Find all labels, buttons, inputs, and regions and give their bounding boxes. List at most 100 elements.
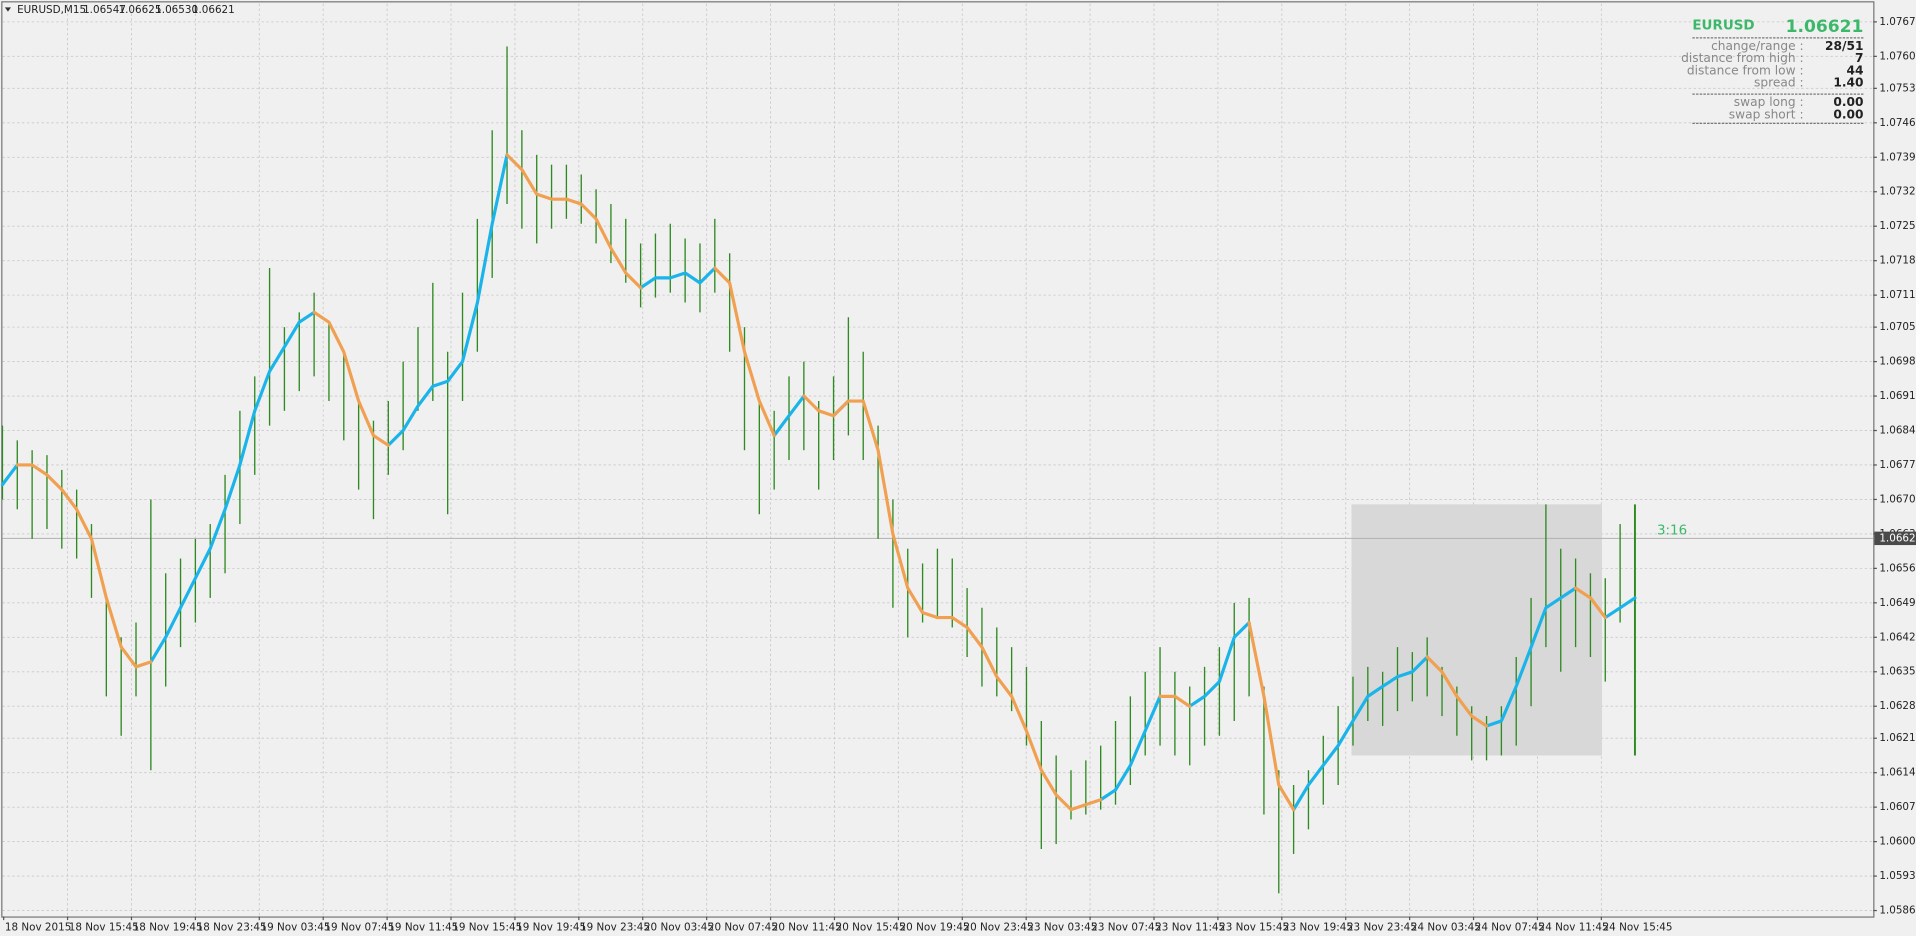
x-tick-label: 18 Nov 15:45	[69, 921, 139, 933]
moving-average	[1603, 596, 1637, 620]
moving-average	[1188, 620, 1251, 708]
y-tick-label: 1.07600	[1879, 50, 1916, 62]
x-tick-label: 20 Nov 07:45	[708, 921, 778, 933]
x-tick-label: 19 Nov 19:45	[516, 921, 586, 933]
moving-average	[0, 463, 19, 487]
y-tick-label: 1.07395	[1879, 151, 1916, 163]
info-label: distance from high :	[1681, 51, 1803, 65]
info-symbol: EURUSD	[1692, 19, 1754, 34]
y-tick-label: 1.05865	[1879, 905, 1916, 917]
moving-average	[713, 266, 776, 438]
y-tick-label: 1.06075	[1879, 801, 1916, 813]
info-label: spread :	[1754, 76, 1804, 90]
x-tick-label: 19 Nov 15:45	[452, 921, 522, 933]
y-tick-label: 1.06005	[1879, 836, 1916, 848]
x-tick-label: 18 Nov 2015	[5, 921, 71, 933]
y-tick-label: 1.06145	[1879, 767, 1916, 779]
info-value: 28/51	[1825, 39, 1863, 53]
moving-average	[1247, 620, 1296, 812]
x-tick-label: 19 Nov 23:45	[580, 921, 650, 933]
y-tick-label: 1.06770	[1879, 459, 1916, 471]
y-tick-label: 1.07115	[1879, 289, 1916, 301]
y-tick-label: 1.06840	[1879, 425, 1916, 437]
info-label: swap short :	[1729, 107, 1804, 121]
info-value: 7	[1855, 51, 1864, 65]
moving-average	[149, 310, 316, 664]
y-tick-label: 1.07255	[1879, 220, 1916, 232]
x-tick-label: 23 Nov 19:45	[1283, 921, 1353, 933]
y-tick-label: 1.07050	[1879, 321, 1916, 333]
moving-average	[639, 266, 717, 290]
header-low: 1.06530	[155, 4, 198, 16]
x-tick-label: 20 Nov 23:45	[963, 921, 1033, 933]
moving-average	[1484, 586, 1578, 728]
moving-average	[1099, 694, 1162, 802]
info-price: 1.06621	[1786, 17, 1864, 37]
x-tick-label: 20 Nov 15:45	[836, 921, 906, 933]
moving-average	[1573, 586, 1607, 620]
header-close: 1.06621	[192, 4, 235, 16]
current-price-label: 1.06621	[1879, 532, 1916, 544]
y-tick-label: 1.06280	[1879, 700, 1916, 712]
x-tick-label: 24 Nov 07:45	[1475, 921, 1545, 933]
moving-average	[1158, 694, 1192, 708]
header-high: 1.06625	[119, 4, 162, 16]
grid-layer	[2, 3, 1874, 917]
axis-layer: 1.07670 1.07600 1.07535 1.07465 1.07395 1.073…	[3, 16, 1916, 933]
y-tick-label: 1.07670	[1879, 16, 1916, 28]
moving-average	[312, 310, 390, 447]
info-panel: EURUSD 1.06621 change/range : 28/51 distan…	[1681, 17, 1864, 125]
y-tick-label: 1.07465	[1879, 117, 1916, 129]
header: EURUSD,M15 1.06547 1.06625 1.06530 1.066…	[4, 4, 235, 16]
y-tick-label: 1.07535	[1879, 82, 1916, 94]
y-tick-label: 1.06980	[1879, 356, 1916, 368]
y-tick-label: 1.06700	[1879, 493, 1916, 505]
x-tick-label: 23 Nov 03:45	[1027, 921, 1097, 933]
moving-average	[802, 394, 1103, 812]
y-tick-label: 1.07185	[1879, 255, 1916, 267]
info-value: 0.00	[1833, 95, 1863, 109]
x-tick-label: 23 Nov 23:45	[1347, 921, 1417, 933]
x-tick-label: 20 Nov 19:45	[900, 921, 970, 933]
x-tick-label: 18 Nov 19:45	[133, 921, 203, 933]
y-tick-label: 1.05935	[1879, 870, 1916, 882]
x-tick-label: 24 Nov 11:45	[1539, 921, 1609, 933]
moving-average	[505, 153, 643, 290]
info-value: 1.40	[1833, 76, 1863, 90]
moving-average	[386, 153, 509, 447]
info-label: swap long :	[1734, 95, 1804, 109]
y-tick-label: 1.06490	[1879, 597, 1916, 609]
info-value: 0.00	[1833, 107, 1863, 121]
moving-average	[772, 394, 806, 438]
x-tick-label: 20 Nov 11:45	[772, 921, 842, 933]
x-tick-label: 24 Nov 03:45	[1411, 921, 1481, 933]
y-tick-label: 1.07325	[1879, 186, 1916, 198]
x-tick-label: 23 Nov 07:45	[1091, 921, 1161, 933]
x-tick-label: 19 Nov 07:45	[324, 921, 394, 933]
header-symbol: EURUSD,M15	[17, 4, 86, 16]
y-tick-label: 1.06215	[1879, 732, 1916, 744]
y-tick-label: 1.06350	[1879, 666, 1916, 678]
info-label: change/range :	[1711, 39, 1804, 53]
current-price-box	[1874, 531, 1916, 546]
menu-arrow[interactable]	[4, 7, 11, 12]
x-tick-label: 19 Nov 11:45	[388, 921, 458, 933]
info-value: 44	[1846, 63, 1863, 77]
x-tick-label: 24 Nov 15:45	[1603, 921, 1673, 933]
x-tick-label: 20 Nov 03:45	[644, 921, 714, 933]
timer: 3:16	[1657, 523, 1687, 538]
moving-average	[1425, 655, 1489, 728]
info-label: distance from low :	[1687, 63, 1804, 77]
y-tick-label: 1.06420	[1879, 631, 1916, 643]
moving-average	[15, 463, 153, 669]
moving-average	[1292, 655, 1429, 812]
lines-layer	[0, 153, 1637, 812]
x-tick-label: 23 Nov 15:45	[1219, 921, 1289, 933]
y-tick-label: 1.06910	[1879, 390, 1916, 402]
header-open: 1.06547	[83, 4, 126, 16]
y-tick-label: 1.06560	[1879, 562, 1916, 574]
x-tick-label: 18 Nov 23:45	[197, 921, 267, 933]
